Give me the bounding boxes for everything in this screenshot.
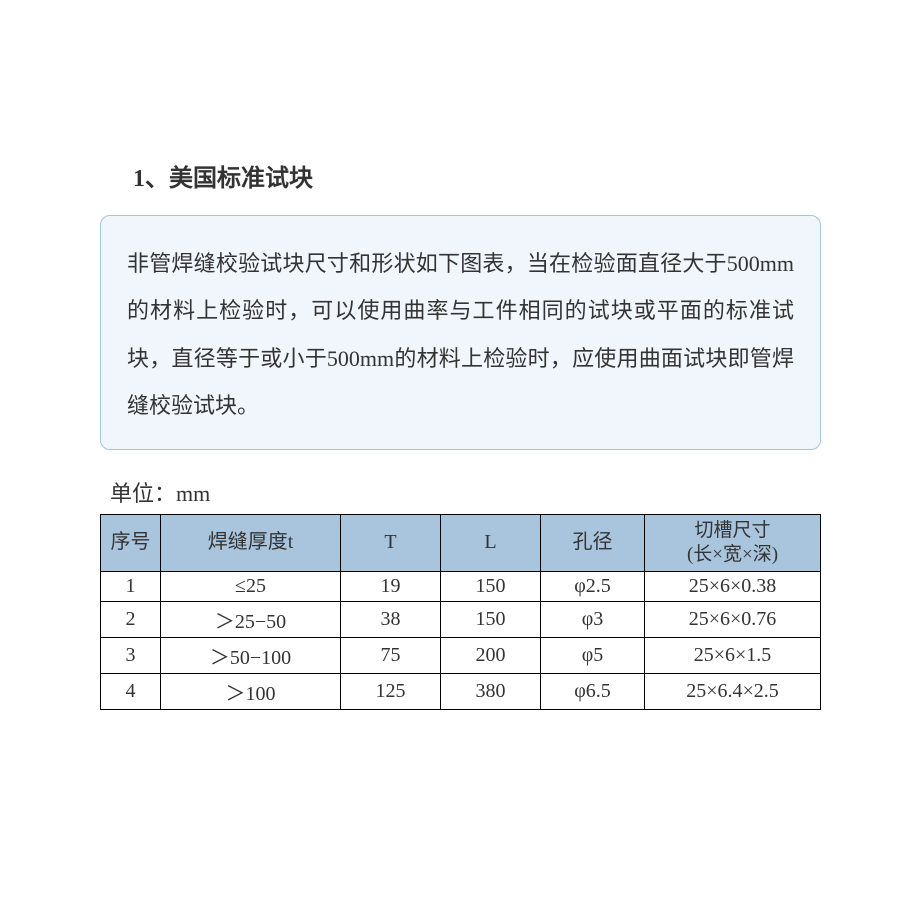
- cell: 25×6×0.76: [644, 601, 820, 637]
- table-body: 1 ≤25 19 150 φ2.5 25×6×0.38 2 ＞25−50 38 …: [101, 571, 821, 709]
- info-paragraph: 非管焊缝校验试块尺寸和形状如下图表，当在检验面直径大于500mm的材料上检验时，…: [127, 251, 794, 418]
- cell: 2: [101, 601, 161, 637]
- cell: 19: [341, 571, 441, 601]
- cell: ＞25−50: [161, 601, 341, 637]
- table-row: 2 ＞25−50 38 150 φ3 25×6×0.76: [101, 601, 821, 637]
- table-header-row: 序号 焊缝厚度t T L 孔径 切槽尺寸 (长×宽×深): [101, 515, 821, 572]
- th-slot: 切槽尺寸 (长×宽×深): [644, 515, 820, 572]
- cell: 25×6×1.5: [644, 637, 820, 673]
- cell: ＞50−100: [161, 637, 341, 673]
- spec-table: 序号 焊缝厚度t T L 孔径 切槽尺寸 (长×宽×深) 1 ≤25 19 15…: [100, 514, 821, 710]
- cell: φ5: [541, 637, 645, 673]
- cell: φ6.5: [541, 673, 645, 709]
- unit-label: 单位：mm: [110, 476, 821, 508]
- th-slot-line2: (长×宽×深): [687, 544, 778, 565]
- cell: φ2.5: [541, 571, 645, 601]
- cell: 1: [101, 571, 161, 601]
- th-T: T: [341, 515, 441, 572]
- cell: 4: [101, 673, 161, 709]
- cell: 38: [341, 601, 441, 637]
- cell: 150: [441, 571, 541, 601]
- th-seq: 序号: [101, 515, 161, 572]
- section-heading: 1、美国标准试块: [133, 158, 821, 193]
- cell: 75: [341, 637, 441, 673]
- table-row: 3 ＞50−100 75 200 φ5 25×6×1.5: [101, 637, 821, 673]
- cell: φ3: [541, 601, 645, 637]
- th-slot-line1: 切槽尺寸: [694, 520, 770, 541]
- th-L: L: [441, 515, 541, 572]
- table-row: 1 ≤25 19 150 φ2.5 25×6×0.38: [101, 571, 821, 601]
- cell: ≤25: [161, 571, 341, 601]
- table-row: 4 ＞100 125 380 φ6.5 25×6.4×2.5: [101, 673, 821, 709]
- cell: 125: [341, 673, 441, 709]
- cell: 380: [441, 673, 541, 709]
- th-hole: 孔径: [541, 515, 645, 572]
- cell: 150: [441, 601, 541, 637]
- cell: 200: [441, 637, 541, 673]
- info-box: 非管焊缝校验试块尺寸和形状如下图表，当在检验面直径大于500mm的材料上检验时，…: [100, 215, 821, 450]
- cell: 25×6.4×2.5: [644, 673, 820, 709]
- th-thick: 焊缝厚度t: [161, 515, 341, 572]
- cell: ＞100: [161, 673, 341, 709]
- cell: 3: [101, 637, 161, 673]
- cell: 25×6×0.38: [644, 571, 820, 601]
